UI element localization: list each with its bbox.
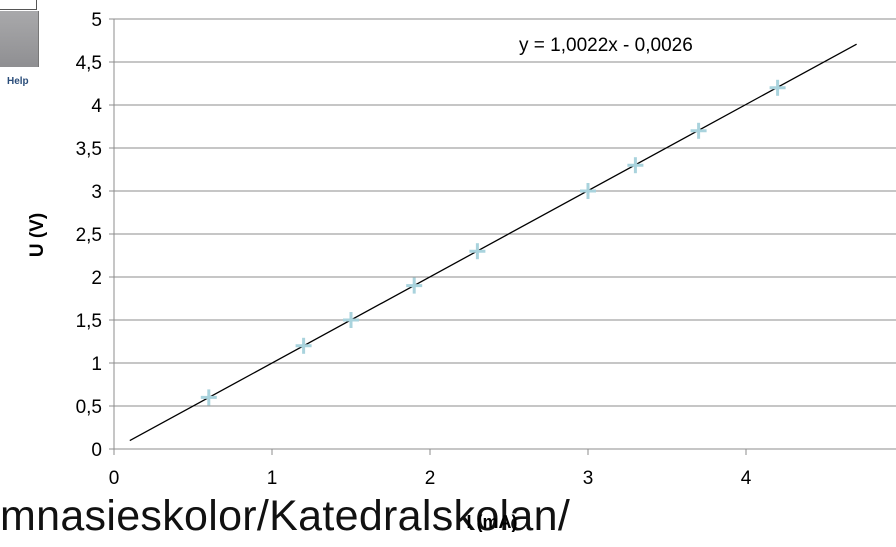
y-tick-label: 3,5: [76, 139, 102, 160]
y-tick-label: 1,5: [76, 311, 102, 332]
trendline-path: [129, 43, 857, 442]
y-tick-label: 1: [91, 354, 102, 375]
x-tick-label: 0: [109, 468, 120, 489]
help-panel: Help: [0, 0, 44, 87]
x-tick-label: 3: [583, 468, 594, 489]
tick-labels: 0 0,5 1 1,5 2 2,5 3 3,5 4 4,5 5 0 1 2 3 4: [76, 10, 752, 489]
data-point: [580, 183, 596, 199]
panel-frame: [0, 0, 37, 10]
data-point: [769, 79, 786, 96]
y-tick-label: 0: [91, 440, 102, 461]
url-text: mnasieskolor/Katedralskolan/: [0, 492, 571, 540]
trendline: [129, 43, 857, 442]
gray-thumbnail: [0, 11, 39, 67]
x-tick-label: 4: [741, 468, 752, 489]
data-point: [200, 389, 217, 406]
y-axis-label: U (V): [27, 213, 48, 257]
x-tick-label: 1: [267, 468, 278, 489]
help-link[interactable]: Help: [7, 76, 29, 87]
trendline-equation: y = 1,0022x - 0,0026: [519, 35, 693, 56]
y-tick-label: 2,5: [76, 225, 102, 246]
y-tick-label: 3: [91, 182, 102, 203]
y-tick-label: 5: [91, 10, 102, 31]
data-points: [200, 79, 786, 406]
x-tick-label: 2: [425, 468, 436, 489]
data-point: [469, 243, 486, 260]
data-point: [295, 337, 312, 354]
data-point: [690, 122, 707, 139]
y-tick-label: 4,5: [76, 53, 102, 74]
data-point: [627, 157, 644, 174]
data-point: [343, 312, 359, 328]
y-tick-label: 0,5: [76, 397, 102, 418]
axes: [113, 19, 896, 455]
y-tick-label: 2: [91, 268, 102, 289]
data-point: [406, 277, 423, 294]
y-tick-label: 4: [91, 96, 102, 117]
page-url-fragment: mnasieskolor/Katedralskolan/: [0, 492, 570, 541]
